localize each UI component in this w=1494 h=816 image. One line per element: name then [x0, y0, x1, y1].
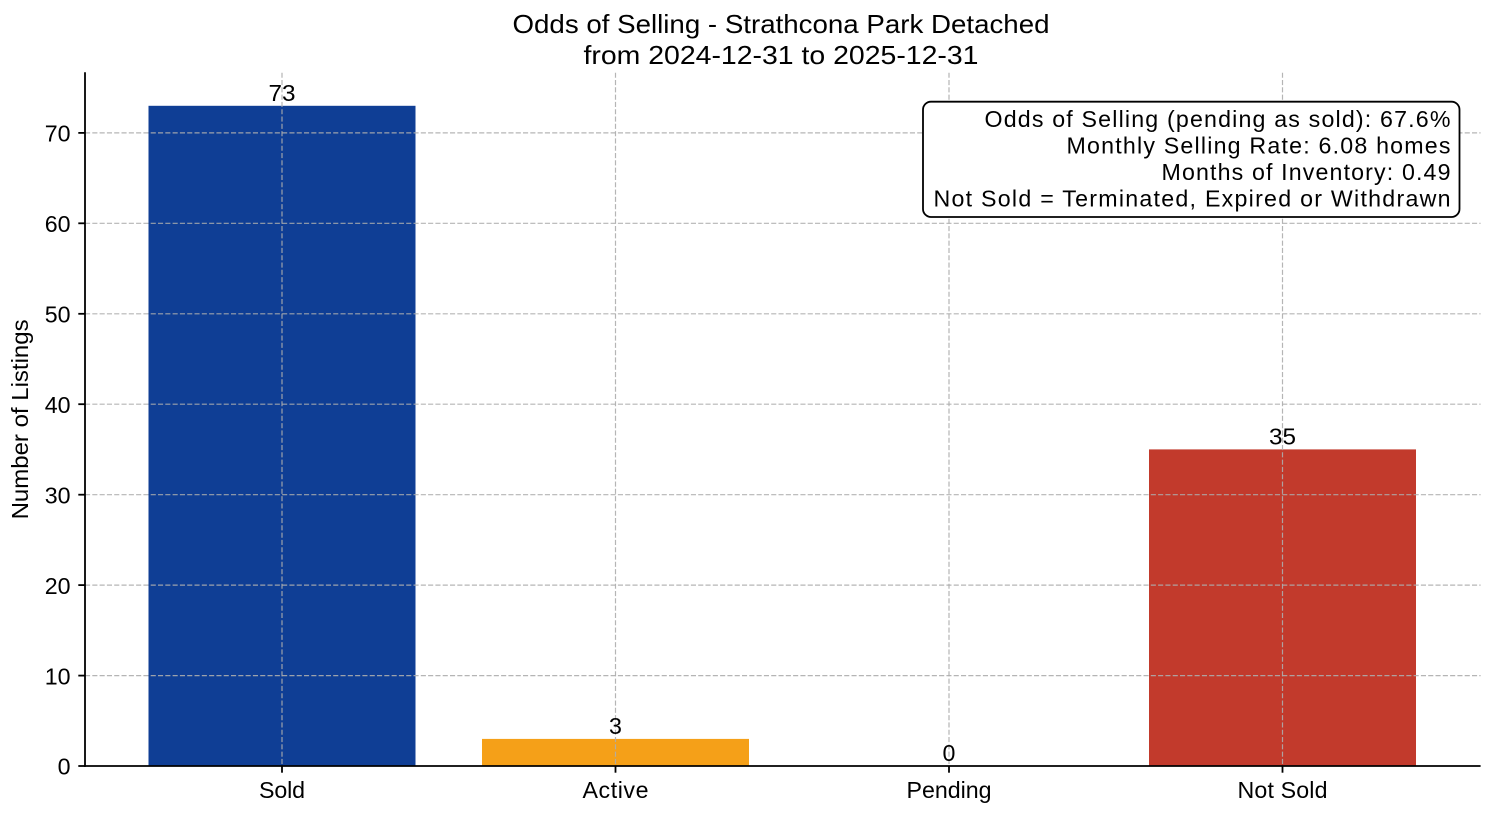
svg-text:from 2024-12-31 to 2025-12-31: from 2024-12-31 to 2025-12-31	[584, 40, 979, 70]
svg-text:50: 50	[45, 302, 71, 328]
svg-text:Not Sold = Terminated, Expired: Not Sold = Terminated, Expired or Withdr…	[934, 186, 1451, 212]
svg-text:0: 0	[58, 754, 71, 780]
svg-text:Not Sold: Not Sold	[1238, 777, 1328, 803]
svg-text:73: 73	[269, 80, 296, 106]
svg-text:Odds of Selling (pending as so: Odds of Selling (pending as sold): 67.6%	[985, 106, 1451, 132]
svg-text:Odds of Selling - Strathcona P: Odds of Selling - Strathcona Park Detach…	[513, 9, 1050, 39]
svg-text:Number of Listings: Number of Listings	[7, 319, 33, 519]
svg-text:40: 40	[45, 392, 71, 418]
svg-text:70: 70	[45, 121, 71, 147]
svg-text:Pending: Pending	[907, 777, 992, 803]
svg-text:Monthly Selling Rate: 6.08 hom: Monthly Selling Rate: 6.08 homes	[1067, 133, 1451, 159]
svg-text:35: 35	[1269, 423, 1296, 449]
svg-text:30: 30	[45, 482, 71, 508]
svg-text:3: 3	[609, 713, 622, 739]
svg-text:20: 20	[45, 573, 71, 599]
svg-text:Active: Active	[583, 777, 649, 803]
svg-text:10: 10	[45, 663, 71, 689]
svg-text:60: 60	[45, 211, 71, 237]
svg-text:Months of Inventory: 0.49: Months of Inventory: 0.49	[1162, 159, 1451, 185]
svg-text:Sold: Sold	[259, 777, 305, 803]
svg-text:0: 0	[943, 740, 956, 766]
